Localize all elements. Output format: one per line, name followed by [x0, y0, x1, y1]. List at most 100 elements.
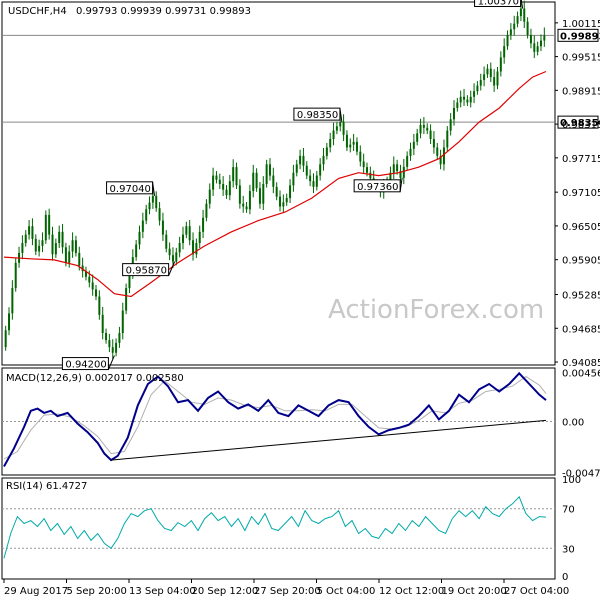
candle-body — [265, 164, 268, 184]
candle-body — [202, 217, 205, 232]
candle-body — [436, 147, 439, 156]
moving-average-line — [3, 70, 547, 298]
candle-body — [446, 130, 449, 148]
rsi-layer — [2, 495, 555, 559]
candle-body — [21, 243, 24, 253]
rsi-y-tick-label: 0 — [562, 572, 568, 583]
candle-body — [299, 155, 302, 165]
candle-body — [228, 181, 231, 196]
annotation-label-3: 0.95870 — [126, 266, 167, 277]
price-y-tick-label: 0.98315 — [562, 120, 600, 131]
price-y-tick-label: 0.99515 — [562, 53, 600, 64]
candle-body — [88, 276, 91, 283]
price-hline-box-1 — [557, 115, 599, 129]
axis-layer: 0.99893 0.98350 1.00115 0.99515 0.98915 0.983… — [3, 19, 600, 597]
candle-body — [302, 155, 305, 166]
candle-body — [38, 245, 41, 252]
candle-body — [141, 220, 144, 232]
candle-body — [469, 96, 472, 103]
candle-body — [473, 91, 476, 97]
annotation-leader-3 — [168, 261, 176, 276]
candle-body — [352, 141, 355, 145]
annotation-leader-5 — [107, 355, 115, 370]
candle-body — [171, 255, 174, 262]
candle-body — [222, 184, 225, 190]
annotation-label-5: 0.94200 — [65, 360, 106, 371]
macd-y-tick-label: 0.00 — [562, 418, 584, 429]
candle-body — [235, 167, 238, 186]
candle-body — [101, 314, 104, 334]
candle-body — [178, 243, 181, 253]
candle-body — [31, 226, 34, 239]
candle-body — [185, 226, 188, 235]
candle-body — [98, 296, 101, 315]
candle-body — [84, 271, 87, 277]
annotation-box-4 — [353, 179, 401, 193]
candle-body — [392, 164, 395, 173]
candle-body — [432, 139, 435, 148]
candle-body — [58, 231, 61, 244]
candle-body — [28, 226, 31, 235]
candle-body — [305, 165, 308, 176]
macd-title: MACD(12,26,9) 0.002017 0.002580 — [6, 373, 184, 384]
candle-body — [41, 240, 44, 246]
candle-body — [175, 252, 178, 262]
candle-body — [158, 208, 161, 221]
candle-body — [252, 172, 255, 192]
candle-body — [218, 179, 221, 184]
annotation-leader-2 — [152, 181, 156, 196]
candle-body — [242, 203, 245, 207]
candle-body — [399, 171, 402, 178]
candle-body — [4, 330, 7, 348]
candle-body — [125, 288, 128, 311]
annotation-box-2 — [106, 181, 154, 195]
candle-body — [452, 108, 455, 120]
candle-body — [463, 96, 466, 100]
candle-body — [503, 46, 506, 58]
price-y-tick-label: 0.97105 — [562, 188, 600, 199]
candle-body — [533, 43, 536, 52]
candle-body — [188, 226, 191, 241]
candle-body — [329, 139, 332, 148]
candle-body — [262, 184, 265, 204]
x-tick-label: 13 Sep 04:00 — [129, 586, 196, 597]
candle-body — [212, 175, 215, 190]
rsi-title: RSI(14) 61.4727 — [6, 481, 87, 492]
candle-body — [449, 119, 452, 131]
price-hline-label-0: 0.99893 — [560, 31, 600, 42]
candle-body — [456, 102, 459, 109]
rsi-y-tick-label: 100 — [562, 475, 581, 486]
candle-body — [339, 122, 342, 127]
x-tick-label: 27 Sep 20:00 — [254, 586, 321, 597]
candle-body — [429, 130, 432, 139]
rsi-line — [3, 495, 547, 559]
candle-body — [95, 289, 98, 297]
candle-body — [402, 166, 405, 178]
annotation-box-3 — [122, 263, 170, 277]
candle-body — [272, 175, 275, 187]
candle-body — [115, 342, 118, 353]
price-hline-box-0 — [557, 28, 599, 42]
candle-body — [258, 188, 261, 204]
candle-body — [195, 243, 198, 255]
candle-body — [496, 71, 499, 86]
candle-body — [319, 164, 322, 176]
candle-body — [309, 175, 312, 182]
candle-body — [268, 164, 271, 176]
candle-body — [292, 172, 295, 186]
candle-body — [54, 243, 57, 255]
candle-body — [135, 244, 138, 258]
candle-body — [48, 214, 51, 235]
candle-body — [148, 202, 151, 210]
candle-body — [198, 231, 201, 244]
candle-body — [543, 35, 546, 41]
price-y-tick-label: 0.95905 — [562, 256, 600, 267]
candle-body — [342, 122, 345, 135]
candle-body — [208, 189, 211, 204]
x-tick-label: 27 Oct 04:00 — [504, 586, 569, 597]
candle-body — [14, 262, 17, 289]
annotation-layer: 1.00370 0.98350 0.97040 0.95870 0.97360 0.942… — [61, 0, 524, 371]
candle-body — [248, 191, 251, 210]
candle-body — [439, 155, 442, 165]
x-tick-label: 12 Oct 12:00 — [379, 586, 444, 597]
